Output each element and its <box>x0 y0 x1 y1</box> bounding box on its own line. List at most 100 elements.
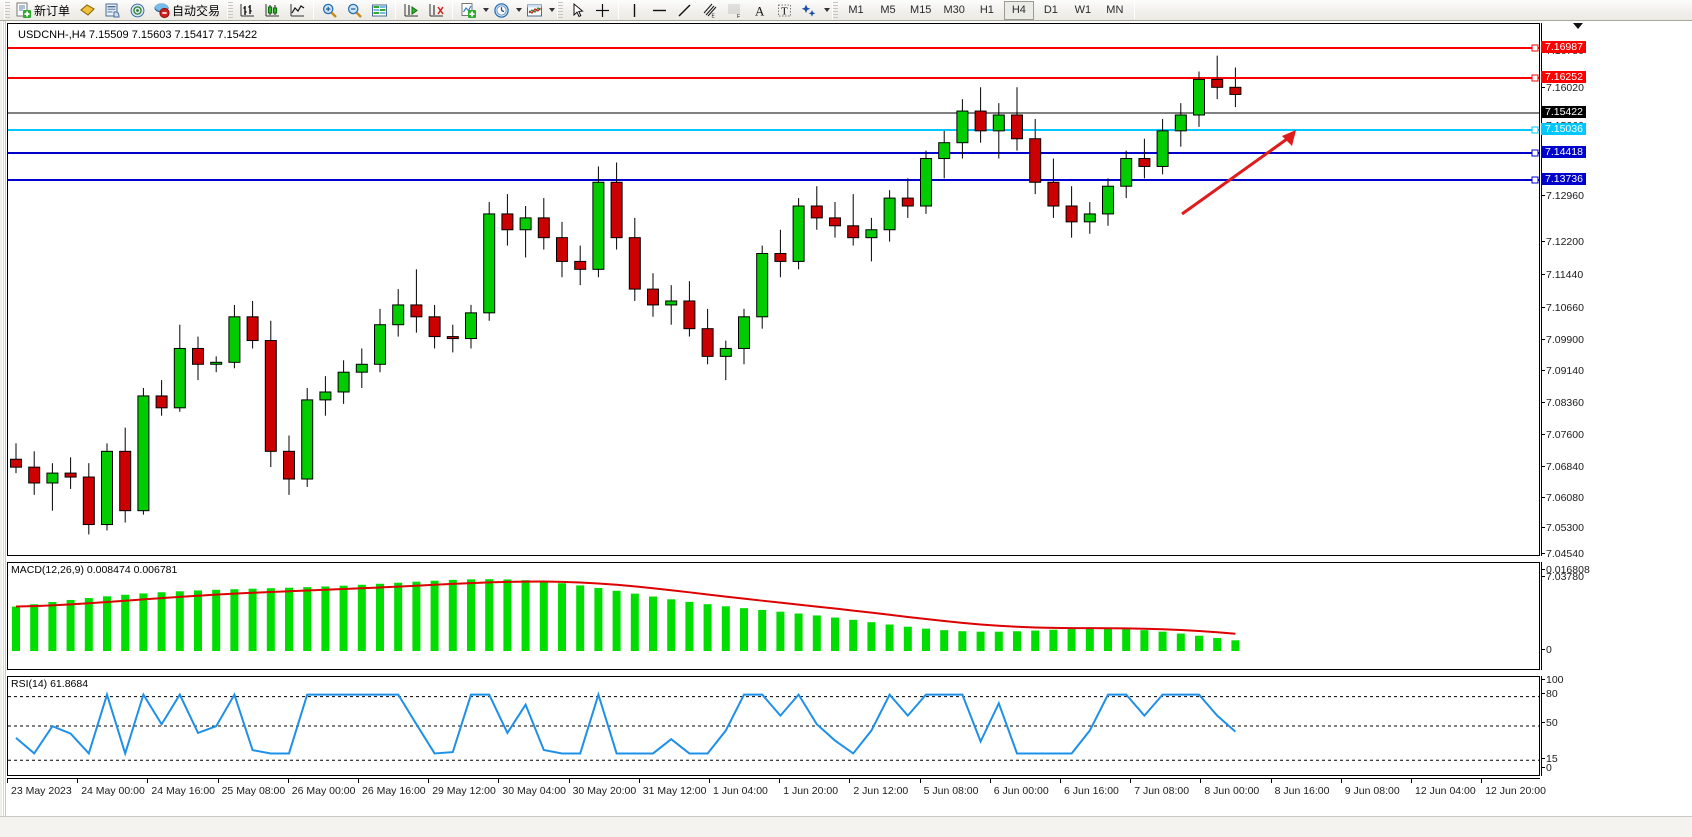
macd-histogram-bar <box>339 585 348 651</box>
candle <box>1102 178 1114 226</box>
price-tag[interactable]: 7.16252 <box>1541 71 1586 83</box>
shapes-dropdown-arrow[interactable] <box>824 8 831 12</box>
candle <box>46 463 59 511</box>
fibonacci-button[interactable]: F <box>723 1 746 20</box>
price-tag[interactable]: 7.13736 <box>1541 173 1586 185</box>
zoom-in-icon <box>322 3 337 18</box>
indicators-button[interactable] <box>457 1 480 20</box>
candle <box>537 198 550 250</box>
text-label-button[interactable]: T <box>773 1 796 20</box>
main-toolbar: 新订单 <box>0 0 1692 21</box>
timeframe-h4[interactable]: H4 <box>1003 0 1034 20</box>
hline-icon <box>653 9 667 11</box>
timeframe-m1[interactable]: M1 <box>848 4 864 16</box>
timeframe-h1[interactable]: H1 <box>979 4 994 16</box>
timeframe-w1[interactable]: W1 <box>1074 4 1092 16</box>
macd-histogram-bar <box>357 584 366 651</box>
macd-histogram-bar <box>685 601 694 651</box>
cursor-button[interactable] <box>566 1 589 20</box>
price-level-handle <box>1531 74 1539 82</box>
macd-histogram-bar <box>994 631 1003 651</box>
candle <box>264 320 277 468</box>
macd-pane[interactable]: MACD(12,26,9) 0.008474 0.006781 <box>7 562 1540 670</box>
toolbar-grip-4[interactable] <box>832 1 839 19</box>
candle <box>119 427 132 523</box>
rsi-pane[interactable]: RSI(14) 61.8684 <box>7 676 1540 776</box>
toolbar-grip-3[interactable] <box>557 1 564 19</box>
equidistant-channel-button[interactable]: E <box>698 1 721 20</box>
candle <box>1193 71 1205 127</box>
timeframe-mn[interactable]: MN <box>1106 4 1124 16</box>
time-axis-label: 29 May 12:00 <box>428 779 496 797</box>
timeframe-m15[interactable]: M15 <box>910 4 932 16</box>
zoom-in-button[interactable] <box>318 1 341 20</box>
macd-histogram-bar <box>412 581 421 651</box>
auto-trading-button[interactable]: 自动交易 <box>151 1 224 20</box>
toolbar-grip-2[interactable] <box>227 1 234 19</box>
price-tag[interactable]: 7.16987 <box>1541 41 1586 53</box>
chevron-down-icon[interactable] <box>1572 22 1584 30</box>
period-dropdown-arrow[interactable] <box>516 8 523 12</box>
navigator-button[interactable] <box>126 1 149 20</box>
candle <box>82 463 95 535</box>
line-chart-button[interactable] <box>286 1 309 20</box>
price-level-handle <box>1531 149 1539 157</box>
data-window-button[interactable] <box>368 1 391 20</box>
up-trend-arrow[interactable] <box>1181 130 1296 216</box>
macd-histogram-bar <box>84 598 93 651</box>
shift-chart-button[interactable] <box>400 1 423 20</box>
candlestick-chart-button[interactable] <box>261 1 284 20</box>
new-order-button[interactable]: 新订单 <box>13 1 74 20</box>
crosshair-button[interactable] <box>591 1 614 20</box>
shapes-button[interactable] <box>798 1 821 20</box>
timeframe-m5[interactable]: M5 <box>880 4 896 16</box>
macd-tick: 0 <box>1541 644 1552 656</box>
candle <box>992 103 1005 159</box>
price-level-handle <box>1531 176 1539 184</box>
templates-select-button[interactable] <box>523 1 546 20</box>
macd-histogram-bar <box>103 596 111 651</box>
trendline-button[interactable] <box>673 1 696 20</box>
time-axis-label: 30 May 20:00 <box>568 779 637 797</box>
vertical-line-button[interactable] <box>623 1 646 20</box>
autoscroll-button[interactable] <box>425 1 448 20</box>
price-tag[interactable]: 7.15036 <box>1541 123 1586 135</box>
price-tag[interactable]: 7.14418 <box>1541 146 1586 158</box>
macd-label: MACD(12,26,9) 0.008474 0.006781 <box>11 564 178 576</box>
time-axis[interactable]: 23 May 2023 24 May 00:00 24 May 16:00 25 Ma… <box>7 778 1546 802</box>
market-watch-button[interactable] <box>101 1 124 20</box>
chart-workspace: USDCNH-,H4 7.15509 7.15603 7.15417 7.154… <box>0 21 1692 837</box>
time-axis-label: 24 May 00:00 <box>77 779 145 797</box>
indicators-icon <box>461 2 477 18</box>
timeframe-d1[interactable]: D1 <box>1043 4 1058 16</box>
candle <box>301 388 314 487</box>
time-axis-label: 8 Jun 00:00 <box>1200 779 1260 797</box>
text-button[interactable]: A <box>748 1 771 20</box>
indicators-dropdown-arrow[interactable] <box>483 8 490 12</box>
macd-histogram-bar <box>394 582 403 651</box>
macd-histogram-bar <box>521 580 530 651</box>
candle <box>28 451 41 495</box>
timeframe-m30[interactable]: M30 <box>943 4 965 16</box>
chart-symbol-label: USDCNH-,H4 7.15509 7.15603 7.15417 7.154… <box>18 29 258 41</box>
macd-histogram-bar <box>175 591 184 651</box>
zoom-out-button[interactable] <box>343 1 366 20</box>
macd-histogram-bar <box>121 594 130 651</box>
templates-button[interactable] <box>76 1 99 20</box>
candle <box>938 130 951 179</box>
macd-histogram-bar <box>1176 633 1185 651</box>
toolbar-grip[interactable] <box>4 1 10 19</box>
data-window-icon <box>372 4 388 16</box>
rsi-tick: 15 <box>1541 753 1558 765</box>
templates-dropdown-arrow[interactable] <box>549 8 556 12</box>
rsi-axis: 100 80 50 15 0 <box>1541 675 1692 776</box>
macd-histogram-bar <box>940 630 949 651</box>
price-tick: 7.04540 <box>1541 548 1584 560</box>
price-tag[interactable]: 7.15422 <box>1541 106 1586 118</box>
time-axis-label: 30 May 04:00 <box>498 779 567 797</box>
price-axis[interactable]: 7.167807.160207.152607.129607.122007.114… <box>1540 23 1692 582</box>
period-button[interactable] <box>490 1 513 20</box>
price-pane[interactable]: USDCNH-,H4 7.15509 7.15603 7.15417 7.154… <box>7 23 1540 556</box>
bar-chart-button[interactable] <box>236 1 259 20</box>
horizontal-line-button[interactable] <box>648 1 671 20</box>
